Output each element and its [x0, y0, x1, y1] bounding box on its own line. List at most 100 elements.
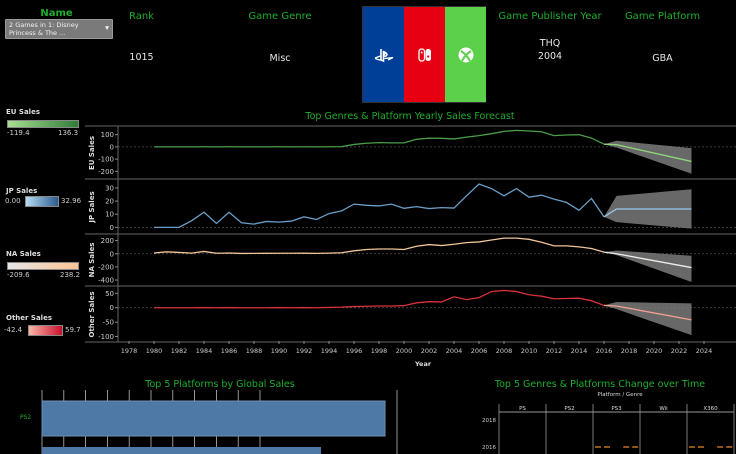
platform-label: Game Platform [624, 11, 701, 22]
change-chart-title: Top 5 Genres & Platforms Change over Tim… [494, 379, 706, 390]
x-tick-label: 2016 [596, 347, 613, 355]
chevron-down-icon: ▼ [105, 25, 109, 32]
other-legend-ramp [28, 325, 63, 336]
playstation-icon [374, 48, 393, 62]
genre-label: Game Genre [248, 11, 312, 22]
bar-ps2 [41, 400, 386, 437]
x-tick-label: 1996 [346, 347, 363, 355]
na-legend-ramp [7, 262, 79, 270]
forecast-band [604, 301, 692, 336]
x-tick-label: 2014 [571, 347, 588, 355]
eu-legend-ramp [7, 120, 79, 128]
forecast-line [603, 304, 692, 321]
forecast-line [603, 251, 692, 269]
row-label: 2016 [482, 445, 496, 451]
name-label: Name [40, 8, 73, 19]
column-label-wii: Wii [659, 406, 668, 412]
x-tick-label: 2000 [396, 347, 413, 355]
bar-second [42, 447, 321, 454]
other-legend-min: -42.4 [4, 326, 23, 334]
x-tick-label: 2008 [496, 347, 513, 355]
x-tick-label: 1998 [371, 347, 388, 355]
x-tick-label: 2024 [696, 347, 713, 355]
na-legend-title: NA Sales [6, 250, 41, 258]
other-legend-title: Other Sales [6, 314, 52, 322]
x-tick-label: 2022 [671, 347, 688, 355]
x-tick-label: 2010 [521, 347, 538, 355]
year-value: 2004 [537, 51, 563, 62]
xbox-logo [445, 7, 486, 102]
xbox-icon [458, 47, 473, 62]
other-legend-max: 59.7 [65, 326, 81, 334]
column-label-ps: PS [519, 406, 526, 412]
rank-value: 1015 [129, 52, 154, 63]
y-tick-label: -400 [98, 277, 114, 285]
genre-value: Misc [269, 53, 291, 64]
y-tick-label: 0 [110, 143, 114, 151]
playstation-logo [363, 7, 404, 102]
x-tick-label: 1988 [246, 347, 263, 355]
nintendo-switch-logo [404, 7, 445, 102]
x-tick-label: 1992 [296, 347, 313, 355]
y-tick-label: -100 [98, 156, 114, 164]
y-tick-label: 0 [110, 304, 114, 312]
y-tick-label: 50 [105, 290, 114, 298]
panel-ylabel: EU Sales [88, 136, 96, 170]
x-tick-label: 1982 [171, 347, 188, 355]
platform-value: GBA [652, 53, 673, 64]
rank-label: Rank [129, 11, 154, 22]
platforms-bar-chart [41, 390, 398, 454]
name-select[interactable]: 2 Games in 1: Disney Princess & The ... ▼ [5, 19, 113, 39]
x-tick-label: 1994 [321, 347, 338, 355]
x-tick-label: 1980 [146, 347, 163, 355]
jp-legend-ramp [25, 196, 59, 207]
x-tick-label: 2012 [546, 347, 563, 355]
column-label-ps3: PS3 [611, 406, 622, 412]
jp-legend-title: JP Sales [6, 187, 38, 195]
x-tick-label: 1978 [121, 347, 138, 355]
actual-sales-line [154, 183, 605, 229]
y-tick-label: 0 [110, 250, 114, 258]
bar-label-ps2: PS2 [20, 414, 32, 421]
x-tick-label: 2002 [421, 347, 438, 355]
y-tick-label: 10 [105, 211, 114, 219]
forecast-band [604, 250, 692, 282]
row-label: 2018 [482, 418, 496, 424]
y-tick-label: 20 [105, 198, 114, 206]
jp-legend-min: 0.00 [5, 197, 21, 205]
y-tick-label: -200 [98, 263, 114, 271]
x-tick-label: 1986 [221, 347, 238, 355]
eu-legend-title: EU Sales [6, 108, 40, 116]
panel-ylabel: Other Sales [88, 292, 96, 338]
y-tick-label: -50 [103, 319, 114, 327]
jp-legend-max: 32.96 [61, 197, 82, 205]
x-tick-label: 1984 [196, 347, 213, 355]
column-label-x360: X360 [703, 406, 718, 412]
x-tick-label: 2004 [446, 347, 463, 355]
na-legend-min: -209.6 [7, 271, 30, 279]
name-select-value: 2 Games in 1: Disney Princess & The ... [9, 21, 79, 37]
actual-sales-line [154, 289, 605, 309]
platforms-chart-title: Top 5 Platforms by Global Sales [145, 379, 295, 390]
forecast-band [604, 140, 692, 174]
x-tick-label: 2006 [471, 347, 488, 355]
panel-ylabel: NA Sales [88, 243, 96, 278]
eu-legend-max: 136.3 [58, 129, 79, 137]
y-tick-label: 200 [101, 237, 114, 245]
y-tick-label: -100 [98, 333, 114, 341]
forecast-line [603, 208, 692, 218]
x-tick-label: 1990 [271, 347, 288, 355]
y-tick-label: 0 [110, 224, 114, 232]
y-tick-label: 30 [105, 184, 114, 192]
nintendo-switch-icon [417, 47, 431, 62]
actual-sales-line [154, 129, 605, 148]
forecast-chart-title: Top Genres & Platform Yearly Sales Forec… [305, 111, 515, 122]
publisher-year-label: Game Publisher Year [498, 11, 602, 22]
x-axis-label: Year [414, 360, 432, 368]
na-legend-max: 238.2 [60, 271, 81, 279]
y-tick-label: -200 [98, 168, 114, 176]
x-tick-label: 2020 [646, 347, 663, 355]
x-tick-label: 2018 [621, 347, 638, 355]
y-tick-label: 100 [101, 131, 114, 139]
